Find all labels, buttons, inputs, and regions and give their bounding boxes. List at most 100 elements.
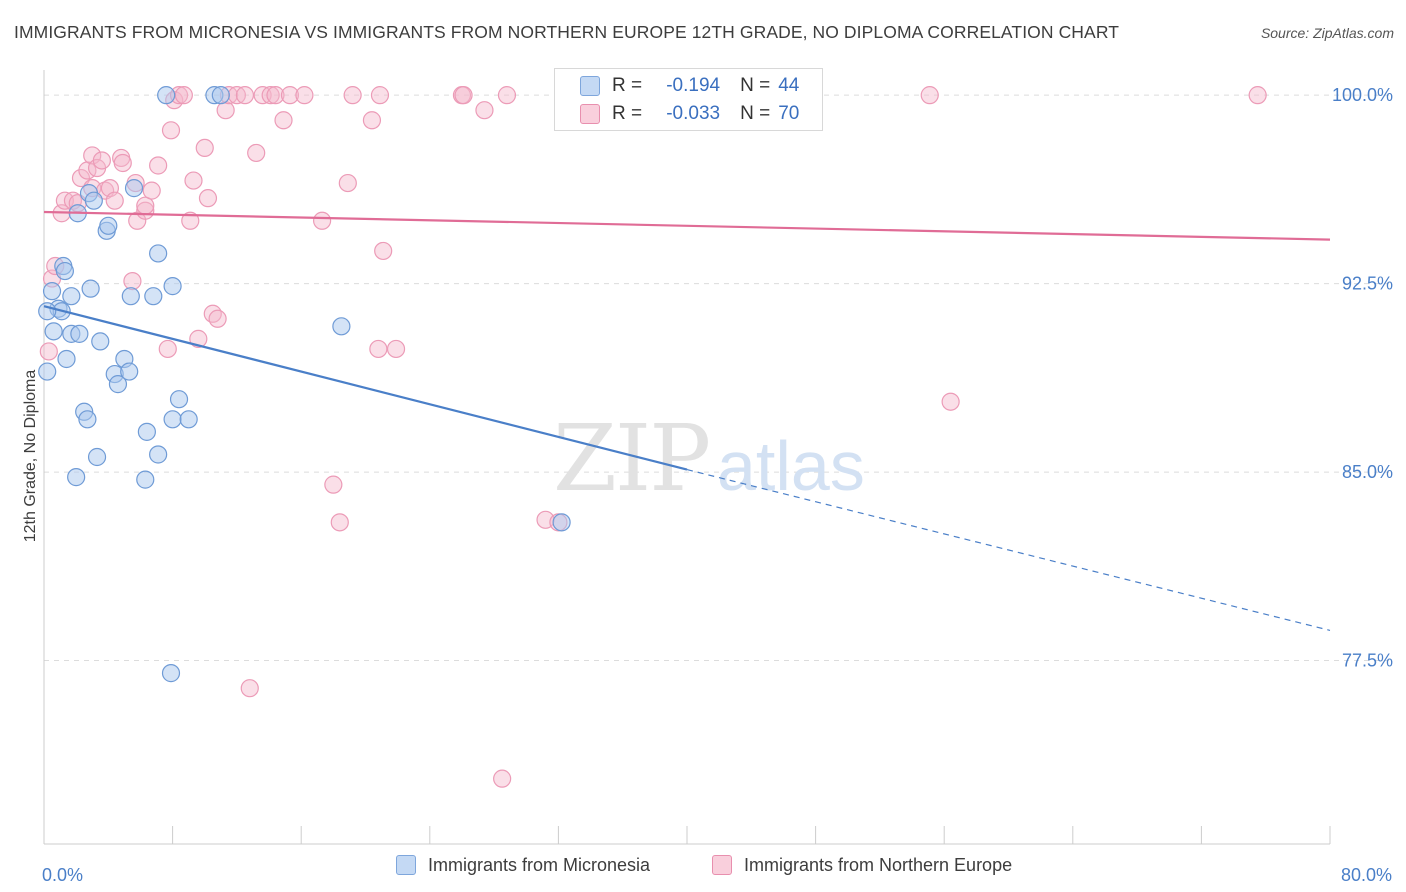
bottom-legend-northern-europe[interactable]: Immigrants from Northern Europe [712,853,1012,877]
bottom-legend-label: Immigrants from Northern Europe [744,854,1013,875]
legend-n-value: 44 [778,75,800,96]
micronesia-point [149,244,168,263]
micronesia-point [120,362,139,381]
micronesia-point [169,390,189,409]
northern-europe-point [374,241,393,261]
bottom-legend-swatch-blue [396,855,416,875]
northern-europe-point [174,86,193,105]
northern-europe-point [216,101,235,120]
northern-europe-trend-line [43,210,1331,241]
micronesia-point [136,470,155,489]
legend-r-value: -0.033 [666,103,721,124]
bottom-legend-label: Immigrants from Micronesia [428,854,651,875]
northern-europe-point [161,121,181,140]
legend-swatch-blue [580,76,600,96]
y-tick-label: 92.5% [1342,274,1393,294]
legend-r-label: R = [612,103,643,124]
bottom-legend-micronesia[interactable]: Immigrants from Micronesia [396,853,650,877]
northern-europe-point [208,309,227,328]
micronesia-point [137,422,156,441]
series-micronesia [38,86,571,683]
micronesia-trend-line [43,305,688,471]
chart-title: IMMIGRANTS FROM MICRONESIA VS IMMIGRANTS… [14,22,1120,42]
northern-europe-point [454,86,473,105]
northern-europe-point [247,143,266,163]
legend-n-label: N = [740,75,771,96]
northern-europe-point [181,211,200,230]
micronesia-point [149,445,168,464]
northern-europe-point [261,86,280,105]
micronesia-point [67,468,86,487]
legend-r-value: -0.194 [666,75,721,96]
micronesia-point [87,447,107,467]
watermark-zip: ZIP [553,405,709,512]
northern-europe-point [493,769,512,788]
northern-europe-point [136,196,155,215]
y-tick-label: 100.0% [1332,85,1393,105]
northern-europe-point [497,86,517,105]
northern-europe-point [370,86,390,105]
micronesia-point [108,375,128,394]
northern-europe-point [941,392,960,411]
micronesia-point [57,349,76,369]
micronesia-point [81,279,100,298]
northern-europe-point [475,101,494,120]
micronesia-point [38,302,57,321]
micronesia-point [163,410,182,429]
northern-europe-point [149,156,168,175]
micronesia-point [55,261,74,281]
northern-europe-point [324,475,343,494]
northern-europe-point [184,171,203,190]
northern-europe-point [39,342,58,361]
y-tick-labels: 77.5% 85.0% 92.5% 100.0% [1332,85,1393,670]
northern-europe-point [338,173,357,193]
x-tick-label-min: 0.0% [42,865,84,885]
micronesia-point [38,362,57,381]
northern-europe-point [920,86,939,105]
micronesia-point [163,277,182,296]
northern-europe-point [312,211,332,230]
micronesia-trend-extension [686,468,1331,631]
source-label[interactable]: Source: ZipAtlas.com [1260,25,1394,41]
northern-europe-point [369,339,388,359]
watermark-atlas: atlas [717,427,865,505]
micronesia-point [70,324,89,343]
northern-europe-point [280,86,300,105]
northern-europe-point [189,329,208,348]
micronesia-point [124,179,144,198]
northern-europe-point [92,151,111,170]
micronesia-point [91,332,110,351]
northern-europe-point [105,191,124,210]
northern-europe-point [113,153,132,173]
gridlines [44,94,1392,662]
northern-europe-point [343,86,362,105]
northern-europe-point [198,189,218,208]
northern-europe-point [158,339,177,359]
northern-europe-point [142,181,161,200]
series-northern-europe [39,86,1267,788]
micronesia-point [161,664,181,683]
legend-swatch-pink [580,104,600,124]
bottom-legend-swatch-pink [712,855,732,875]
correlation-legend: R = -0.194 N = 44 R = -0.033 N = 70 [554,68,823,131]
northern-europe-point [240,679,259,698]
northern-europe-point [235,86,255,105]
trend-lines [43,210,1331,631]
legend-row-northern-europe: R = -0.033 N = 70 [555,101,799,127]
axes [43,70,1331,845]
micronesia-point [42,282,62,301]
northern-europe-point [195,138,214,158]
micronesia-point [332,317,351,336]
micronesia-point [84,191,103,210]
northern-europe-point [295,86,314,105]
watermark: ZIP atlas [553,405,865,512]
northern-europe-point [203,304,222,323]
northern-europe-point [266,86,285,105]
northern-europe-point [1248,86,1267,105]
micronesia-point [78,410,97,429]
micronesia-point [121,287,140,306]
y-tick-label: 77.5% [1342,651,1393,671]
legend-row-micronesia: R = -0.194 N = 44 [555,73,799,99]
micronesia-point [44,322,63,341]
